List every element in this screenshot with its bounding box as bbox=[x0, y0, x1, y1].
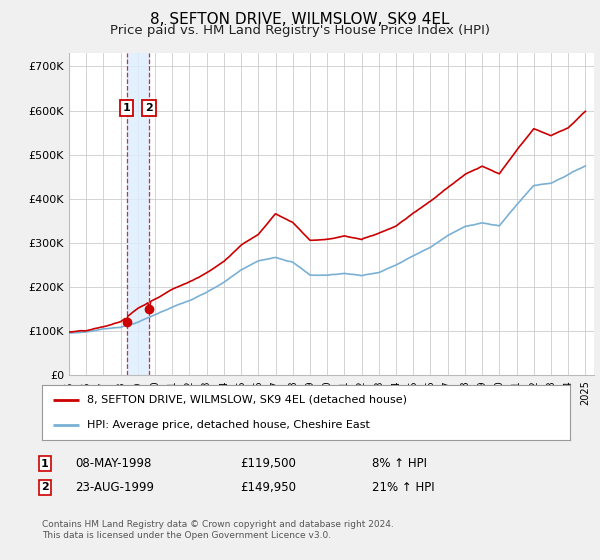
Text: Price paid vs. HM Land Registry's House Price Index (HPI): Price paid vs. HM Land Registry's House … bbox=[110, 24, 490, 37]
Text: 8% ↑ HPI: 8% ↑ HPI bbox=[372, 457, 427, 470]
Text: 1: 1 bbox=[41, 459, 49, 469]
Bar bbox=[127, 53, 149, 375]
Text: 21% ↑ HPI: 21% ↑ HPI bbox=[372, 480, 434, 494]
Text: £149,950: £149,950 bbox=[240, 480, 296, 494]
Text: 2: 2 bbox=[145, 103, 153, 113]
Text: 08-MAY-1998: 08-MAY-1998 bbox=[75, 457, 151, 470]
Text: £119,500: £119,500 bbox=[240, 457, 296, 470]
Text: Contains HM Land Registry data © Crown copyright and database right 2024.
This d: Contains HM Land Registry data © Crown c… bbox=[42, 520, 394, 540]
Text: HPI: Average price, detached house, Cheshire East: HPI: Average price, detached house, Ches… bbox=[87, 420, 370, 430]
Text: 8, SEFTON DRIVE, WILMSLOW, SK9 4EL (detached house): 8, SEFTON DRIVE, WILMSLOW, SK9 4EL (deta… bbox=[87, 395, 407, 404]
Text: 2: 2 bbox=[41, 482, 49, 492]
Text: 23-AUG-1999: 23-AUG-1999 bbox=[75, 480, 154, 494]
Text: 8, SEFTON DRIVE, WILMSLOW, SK9 4EL: 8, SEFTON DRIVE, WILMSLOW, SK9 4EL bbox=[150, 12, 450, 27]
Text: 1: 1 bbox=[123, 103, 131, 113]
